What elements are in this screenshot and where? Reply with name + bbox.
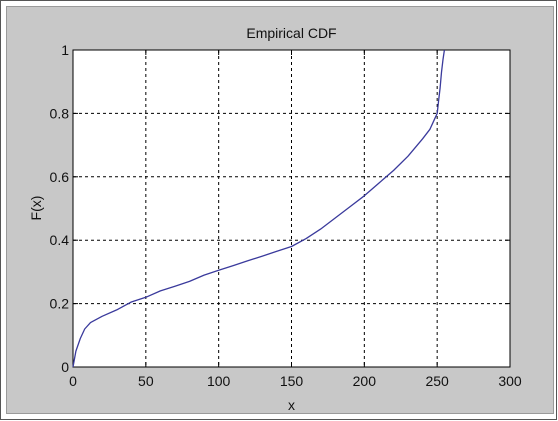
x-tick-label: 150: [280, 373, 304, 389]
x-axis-label: x: [288, 397, 295, 413]
x-tick-label: 200: [353, 373, 377, 389]
axis-ticks: [72, 49, 511, 368]
x-tick-label: 50: [138, 373, 154, 389]
y-tick-label: 0.2: [50, 296, 70, 312]
y-axis-label: F(x): [28, 196, 44, 221]
x-tick-label: 0: [69, 373, 77, 389]
y-tick-label: 0.8: [50, 105, 70, 121]
grid-lines: [73, 50, 510, 367]
y-tick-labels: 0 0.2 0.4 0.6 0.8 1: [50, 42, 70, 375]
x-tick-label: 100: [207, 373, 231, 389]
chart-title: Empirical CDF: [246, 25, 336, 41]
y-tick-label: 0.4: [50, 232, 70, 248]
x-tick-label: 250: [425, 373, 449, 389]
series-layer: [72, 49, 446, 368]
y-tick-label: 0.6: [50, 169, 70, 185]
x-tick-labels: 0 50 100 150 200 250 300: [69, 373, 522, 389]
y-tick-label: 1: [61, 42, 69, 58]
ecdf-series-line: [72, 49, 446, 368]
x-tick-label: 300: [498, 373, 522, 389]
y-tick-label: 0: [61, 359, 69, 375]
